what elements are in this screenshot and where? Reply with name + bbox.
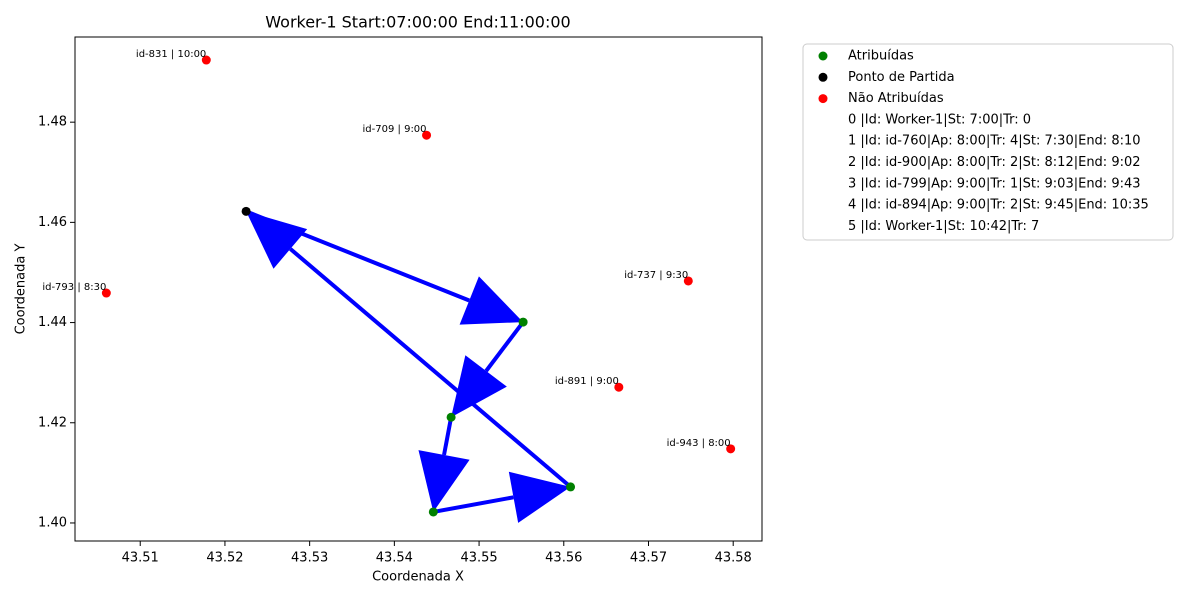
y-tick-label: 1.40 [38,515,67,530]
point-label: id-709 | 9:00 [363,124,427,135]
point [566,482,576,492]
route-arrowhead [418,450,470,512]
x-tick-label: 43.51 [122,551,159,566]
y-tick-label: 1.44 [38,315,67,330]
legend-marker [818,51,828,61]
point [241,206,251,216]
point [726,444,736,454]
point-label: id-793 | 8:30 [42,282,106,293]
point [201,55,211,65]
legend-label: Não Atribuídas [848,91,944,106]
plot-frame [74,36,763,542]
point-label: id-737 | 9:30 [624,270,688,281]
legend-note: 5 |Id: Worker-1|St: 10:42|Tr: 7 [848,219,1039,234]
x-tick-label: 43.56 [545,551,582,566]
point-label: id-831 | 10:00 [136,49,206,60]
legend-note: 4 |Id: id-894|Ap: 9:00|Tr: 2|St: 9:45|En… [848,198,1149,213]
point [101,288,111,298]
route-arrowhead [451,355,507,418]
legend-note: 2 |Id: id-900|Ap: 8:00|Tr: 2|St: 8:12|En… [848,155,1141,170]
legend-box [802,43,1174,241]
y-axis-label: Coordenada Y [14,244,29,335]
point [683,276,693,286]
chart-title: Worker-1 Start:07:00:00 End:11:00:00 [265,13,570,32]
legend-note: 3 |Id: id-799|Ap: 9:00|Tr: 1|St: 9:03|En… [848,176,1141,191]
legend-note: 0 |Id: Worker-1|St: 7:00|Tr: 0 [848,112,1031,127]
point-label: id-943 | 8:00 [667,438,731,449]
x-tick-label: 43.57 [630,551,667,566]
x-tick-label: 43.58 [715,551,752,566]
x-tick-label: 43.54 [376,551,413,566]
point-label: id-891 | 9:00 [555,376,619,387]
x-tick-label: 43.55 [460,551,497,566]
x-tick-label: 43.53 [291,551,328,566]
x-axis-label: Coordenada X [372,570,464,585]
point [428,507,438,517]
y-tick-label: 1.48 [38,115,67,130]
legend-note: 1 |Id: id-760|Ap: 8:00|Tr: 4|St: 7:30|En… [848,134,1141,149]
point [614,382,624,392]
legend-label: Ponto de Partida [848,70,955,85]
point [422,130,432,140]
route-line [442,416,454,456]
point [518,317,528,327]
y-tick-label: 1.42 [38,415,67,430]
route-arrowhead [459,276,524,325]
route-line [484,320,525,373]
route-arrowhead [508,471,571,523]
legend-marker [818,94,828,104]
point [446,412,456,422]
route-line [432,495,514,514]
y-tick-label: 1.46 [38,215,67,230]
route-line [289,247,572,489]
legend-label: Atribuídas [848,49,914,64]
route-arrowhead [246,211,308,269]
x-tick-label: 43.52 [206,551,243,566]
legend-marker [818,72,828,82]
